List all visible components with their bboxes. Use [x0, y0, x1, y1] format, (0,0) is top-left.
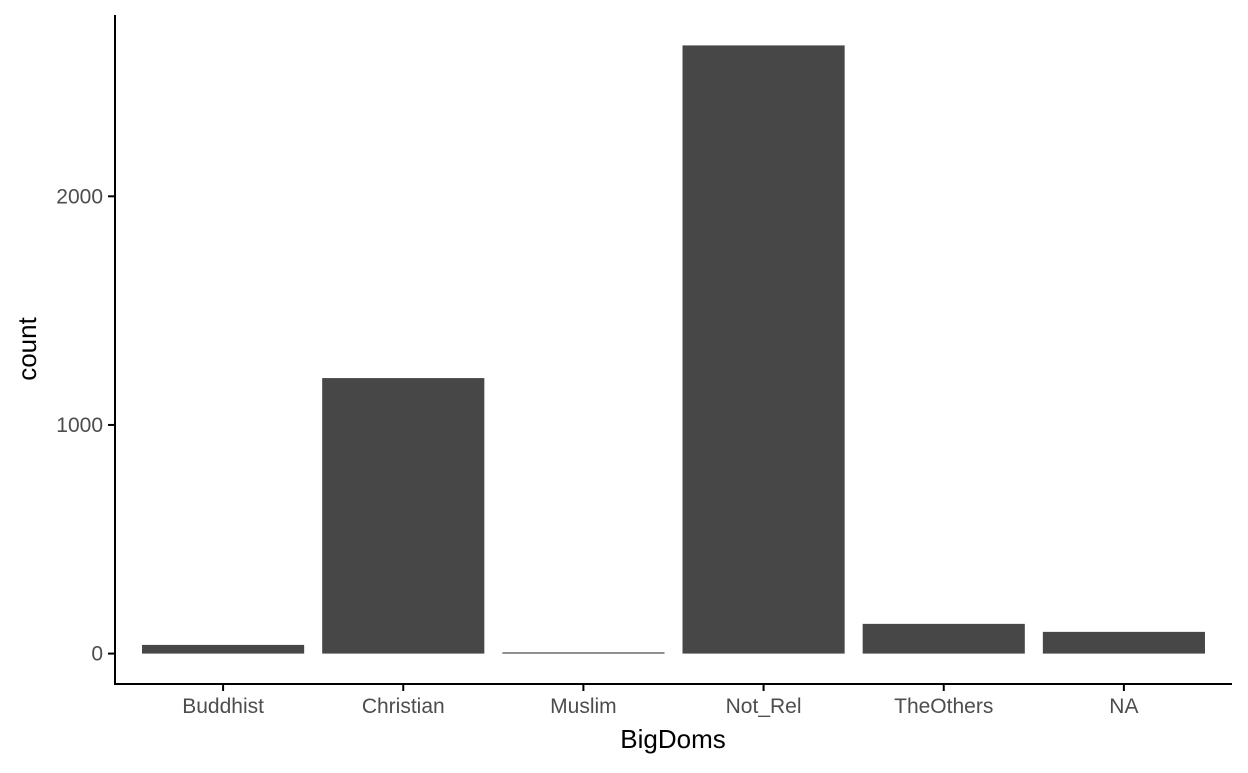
bar-theothers [862, 623, 1025, 654]
y-tick-label-0: 0 [91, 643, 103, 666]
labels-layer: 0 1000 2000 Buddhist Christian Muslim Not_Rel T… [56, 185, 1138, 718]
y-axis-title: count [12, 316, 42, 380]
bar-muslim [502, 652, 665, 654]
x-tick-label-theothers: TheOthers [894, 695, 993, 718]
x-tick-label-buddhist: Buddhist [182, 695, 264, 718]
bar-buddhist [142, 644, 305, 654]
x-tick-label-muslim: Muslim [550, 695, 617, 718]
x-tick-label-na: NA [1109, 695, 1138, 718]
bar-na [1042, 631, 1205, 654]
bars-layer [142, 45, 1205, 654]
y-tick-label-1000: 1000 [56, 414, 103, 437]
x-axis-title: BigDoms [620, 724, 725, 754]
axes-layer [108, 15, 1232, 691]
x-tick-label-not-rel: Not_Rel [726, 695, 802, 718]
bar-not-rel [682, 45, 845, 654]
y-tick-label-2000: 2000 [56, 185, 103, 208]
bar-christian [322, 378, 485, 654]
x-tick-label-christian: Christian [362, 695, 445, 718]
